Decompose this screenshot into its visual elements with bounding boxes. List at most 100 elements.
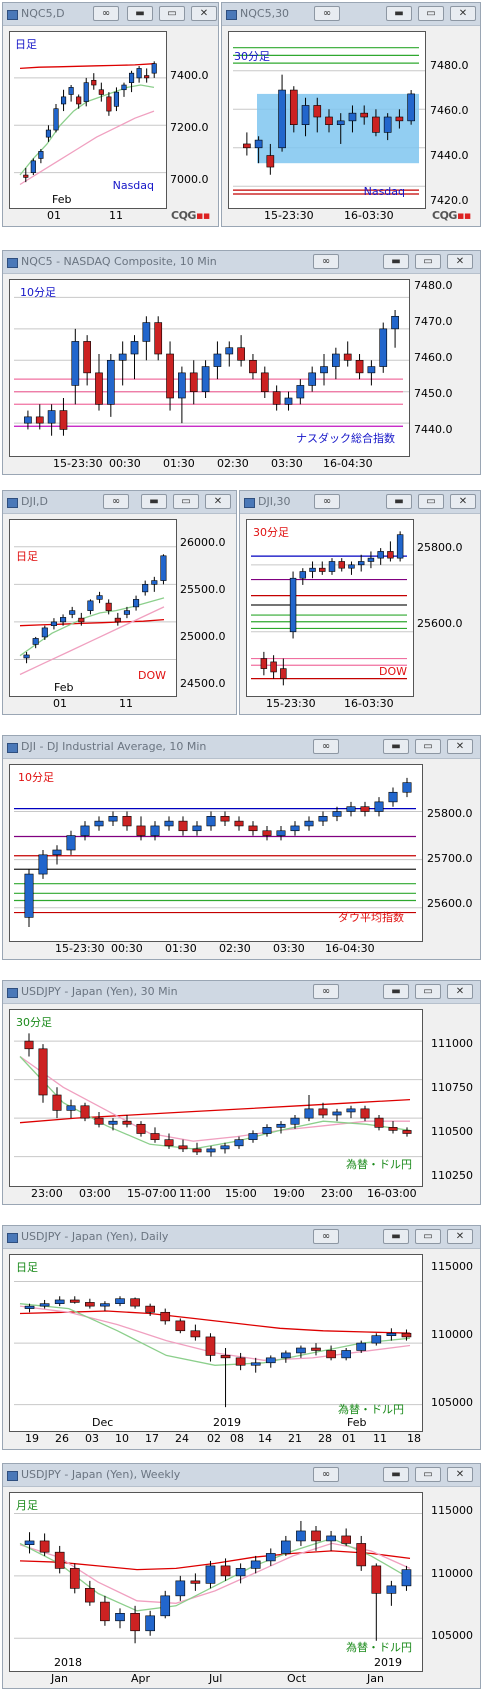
chart-window-usdjpy-30min: USDJPY - Japan (Yen), 30 Min ∞ ▬ ▭ ✕ 30分… (2, 980, 481, 1205)
title-bar[interactable]: USDJPY - Japan (Yen), Weekly ∞ ▬ ▭ ✕ (3, 1464, 480, 1487)
candle-body (150, 825, 160, 836)
candle-body (164, 1139, 174, 1147)
candle-body (402, 1130, 412, 1134)
restore-button[interactable]: ▭ (415, 984, 441, 999)
period-label: 10分足 (20, 286, 56, 299)
close-button[interactable]: ✕ (447, 739, 473, 754)
y-tick: 25800.0 (417, 541, 463, 554)
x-tick: 03:30 (273, 942, 305, 955)
plot-area[interactable]: 30分足 Nasdaq (228, 31, 426, 209)
candle-body (260, 372, 269, 393)
restore-button[interactable]: ▭ (159, 6, 185, 21)
plot-area[interactable]: 日足 DOW Feb (9, 519, 177, 697)
minimize-button[interactable]: ▬ (383, 739, 409, 754)
minimize-button[interactable]: ▬ (383, 984, 409, 999)
y-tick: 7420.0 (430, 194, 469, 207)
title-bar[interactable]: NQC5,D ∞ ▬ ▭ ✕ (3, 3, 218, 26)
minimize-button[interactable]: ▬ (383, 254, 409, 269)
title-bar[interactable]: USDJPY - Japan (Yen), Daily ∞ ▬ ▭ ✕ (3, 1226, 480, 1249)
restore-button[interactable]: ▭ (415, 1467, 441, 1482)
period-label: 30分足 (234, 50, 270, 63)
candle-body (235, 1357, 246, 1366)
link-button[interactable]: ∞ (313, 739, 339, 754)
restore-button[interactable]: ▭ (418, 494, 444, 509)
close-button[interactable]: ✕ (450, 494, 476, 509)
title-bar[interactable]: USDJPY - Japan (Yen), 30 Min ∞ ▬ ▭ ✕ (3, 981, 480, 1004)
link-button[interactable]: ∞ (313, 254, 339, 269)
x-tick: 01:30 (163, 457, 195, 470)
plot-area[interactable]: 30分足 為替・ドル円 (9, 1009, 423, 1187)
y-tick: 111000 (431, 1037, 473, 1050)
plot-area[interactable]: 日足 Nasdaq Feb (9, 31, 167, 209)
moving-average-line (19, 606, 165, 676)
plot-area[interactable]: 月足 為替・ドル円 2018 2019 (9, 1492, 423, 1672)
y-tick: 110500 (431, 1125, 473, 1138)
link-button[interactable]: ∞ (314, 494, 340, 509)
close-button[interactable]: ✕ (447, 1229, 473, 1244)
minimize-button[interactable]: ▬ (383, 1467, 409, 1482)
plot-area[interactable]: 30分足 DOW (246, 519, 414, 697)
year-label: 2018 (54, 1656, 82, 1669)
moving-average-line (19, 597, 165, 657)
candle-body (309, 567, 316, 572)
x-tick: 11 (109, 209, 123, 222)
restore-button[interactable]: ▭ (415, 254, 441, 269)
restore-button[interactable]: ▭ (415, 739, 441, 754)
candle-body (265, 1357, 276, 1364)
y-tick: 25500.0 (180, 583, 226, 596)
minimize-button[interactable]: ▬ (141, 494, 167, 509)
minimize-button[interactable]: ▬ (386, 6, 412, 21)
candle-body (94, 820, 104, 827)
title-bar[interactable]: DJI - DJ Industrial Average, 10 Min ∞ ▬ … (3, 736, 480, 759)
candle-body (319, 567, 326, 572)
candle-body (338, 561, 345, 569)
candle-body (377, 551, 384, 559)
candle-body (296, 1530, 306, 1542)
candle-body (87, 600, 94, 611)
chart-svg (14, 61, 166, 186)
candle-body (336, 120, 345, 125)
link-button[interactable]: ∞ (313, 1229, 339, 1244)
link-button[interactable]: ∞ (313, 984, 339, 999)
candle-body (234, 1139, 244, 1147)
period-label: 30分足 (253, 526, 289, 539)
title-bar[interactable]: NQC5,30 ∞ ▬ ▭ ✕ (222, 3, 480, 26)
link-button[interactable]: ∞ (314, 6, 340, 21)
title-bar[interactable]: DJI,D ∞ ▬ ▭ ✕ (3, 491, 236, 514)
close-button[interactable]: ✕ (205, 494, 231, 509)
plot-area[interactable]: 10分足 ナスダック総合指数 (9, 279, 410, 457)
candle-body (386, 1332, 397, 1336)
plot-area[interactable]: 日足 為替・ドル円 Dec 2019 Feb (9, 1254, 423, 1432)
candle-body (326, 1350, 336, 1359)
close-button[interactable]: ✕ (447, 984, 473, 999)
minimize-button[interactable]: ▬ (383, 1229, 409, 1244)
candle-body (145, 1615, 155, 1632)
plot-area[interactable]: 10分足 ダウ平均指数 (9, 764, 423, 942)
restore-button[interactable]: ▭ (418, 6, 444, 21)
restore-button[interactable]: ▭ (415, 1229, 441, 1244)
candle-body (83, 341, 91, 374)
candle-body (130, 1613, 140, 1632)
y-tick: 7480.0 (430, 59, 469, 72)
candle-body (78, 617, 85, 623)
title-bar[interactable]: DJI,30 ∞ ▬ ▭ ✕ (240, 491, 480, 514)
minimize-button[interactable]: ▬ (127, 6, 153, 21)
title-bar[interactable]: NQC5 - NASDAQ Composite, 10 Min ∞ ▬ ▭ ✕ (3, 251, 480, 274)
period-label: 日足 (16, 1261, 38, 1274)
close-button[interactable]: ✕ (450, 6, 476, 21)
close-button[interactable]: ✕ (447, 1467, 473, 1482)
link-button[interactable]: ∞ (103, 494, 129, 509)
x-tick: 03:30 (271, 457, 303, 470)
chart-window-dji-daily: DJI,D ∞ ▬ ▭ ✕ 日足 DOW Feb 26000.0 25500.0… (2, 490, 237, 715)
candle-body (108, 816, 118, 822)
close-button[interactable]: ✕ (191, 6, 217, 21)
moving-average-line (19, 110, 155, 186)
close-button[interactable]: ✕ (447, 254, 473, 269)
candle-body (290, 825, 300, 832)
x-tick: 02 (207, 1432, 221, 1445)
minimize-button[interactable]: ▬ (386, 494, 412, 509)
link-button[interactable]: ∞ (313, 1467, 339, 1482)
y-tick: 7450.0 (414, 387, 453, 400)
link-button[interactable]: ∞ (93, 6, 119, 21)
restore-button[interactable]: ▭ (173, 494, 199, 509)
